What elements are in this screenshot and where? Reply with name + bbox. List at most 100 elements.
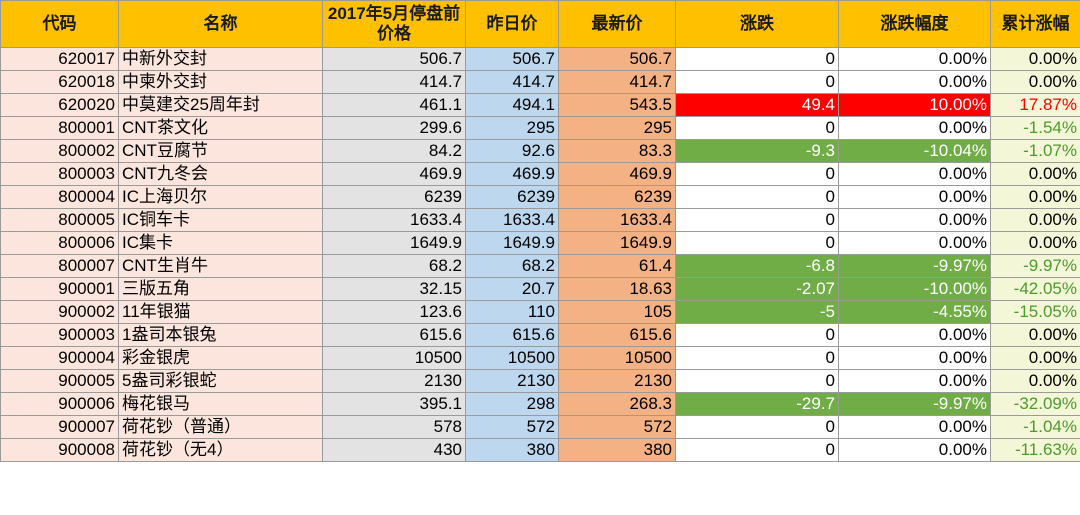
cell-pre-suspension-price[interactable]: 578 xyxy=(322,415,466,439)
cell-name[interactable]: 1盎司本银兔 xyxy=(118,323,323,347)
cell-code[interactable]: 800007 xyxy=(0,254,119,278)
cell-code[interactable]: 900001 xyxy=(0,277,119,301)
cell-pre-suspension-price[interactable]: 414.7 xyxy=(322,70,466,94)
cell-change[interactable]: 0 xyxy=(675,208,839,232)
cell-code[interactable]: 620018 xyxy=(0,70,119,94)
cell-name[interactable]: 彩金银虎 xyxy=(118,346,323,370)
cell-cumulative-change[interactable]: 0.00% xyxy=(990,162,1080,186)
cell-change[interactable]: -9.3 xyxy=(675,139,839,163)
cell-change[interactable]: 0 xyxy=(675,70,839,94)
cell-latest-price[interactable]: 2130 xyxy=(558,369,676,393)
cell-cumulative-change[interactable]: -42.05% xyxy=(990,277,1080,301)
cell-code[interactable]: 800004 xyxy=(0,185,119,209)
cell-latest-price[interactable]: 1633.4 xyxy=(558,208,676,232)
cell-change-percent[interactable]: 0.00% xyxy=(838,116,991,140)
cell-cumulative-change[interactable]: 0.00% xyxy=(990,369,1080,393)
cell-change-percent[interactable]: 0.00% xyxy=(838,415,991,439)
header-change-percent[interactable]: 涨跌幅度 xyxy=(838,0,991,48)
cell-code[interactable]: 900003 xyxy=(0,323,119,347)
cell-pre-suspension-price[interactable]: 299.6 xyxy=(322,116,466,140)
cell-pre-suspension-price[interactable]: 32.15 xyxy=(322,277,466,301)
cell-change-percent[interactable]: -4.55% xyxy=(838,300,991,324)
cell-name[interactable]: 中柬外交封 xyxy=(118,70,323,94)
cell-latest-price[interactable]: 268.3 xyxy=(558,392,676,416)
cell-name[interactable]: CNT生肖牛 xyxy=(118,254,323,278)
cell-yesterday-price[interactable]: 68.2 xyxy=(465,254,559,278)
cell-change-percent[interactable]: 0.00% xyxy=(838,47,991,71)
header-code[interactable]: 代码 xyxy=(0,0,119,48)
cell-cumulative-change[interactable]: -32.09% xyxy=(990,392,1080,416)
cell-cumulative-change[interactable]: 17.87% xyxy=(990,93,1080,117)
cell-cumulative-change[interactable]: -11.63% xyxy=(990,438,1080,462)
cell-pre-suspension-price[interactable]: 84.2 xyxy=(322,139,466,163)
cell-pre-suspension-price[interactable]: 10500 xyxy=(322,346,466,370)
cell-latest-price[interactable]: 414.7 xyxy=(558,70,676,94)
cell-change[interactable]: 0 xyxy=(675,116,839,140)
cell-name[interactable]: 三版五角 xyxy=(118,277,323,301)
cell-yesterday-price[interactable]: 298 xyxy=(465,392,559,416)
cell-pre-suspension-price[interactable]: 1633.4 xyxy=(322,208,466,232)
cell-name[interactable]: 荷花钞（无4） xyxy=(118,438,323,462)
header-pre-suspension-price[interactable]: 2017年5月停盘前价格 xyxy=(322,0,466,48)
cell-yesterday-price[interactable]: 10500 xyxy=(465,346,559,370)
cell-change-percent[interactable]: 0.00% xyxy=(838,231,991,255)
cell-cumulative-change[interactable]: 0.00% xyxy=(990,346,1080,370)
cell-cumulative-change[interactable]: 0.00% xyxy=(990,208,1080,232)
cell-pre-suspension-price[interactable]: 461.1 xyxy=(322,93,466,117)
cell-change[interactable]: -5 xyxy=(675,300,839,324)
cell-change[interactable]: 49.4 xyxy=(675,93,839,117)
cell-change-percent[interactable]: -10.00% xyxy=(838,277,991,301)
cell-yesterday-price[interactable]: 572 xyxy=(465,415,559,439)
cell-code[interactable]: 800002 xyxy=(0,139,119,163)
cell-pre-suspension-price[interactable]: 469.9 xyxy=(322,162,466,186)
cell-change-percent[interactable]: 0.00% xyxy=(838,369,991,393)
cell-code[interactable]: 900002 xyxy=(0,300,119,324)
cell-name[interactable]: CNT茶文化 xyxy=(118,116,323,140)
cell-change-percent[interactable]: 0.00% xyxy=(838,346,991,370)
cell-change-percent[interactable]: 0.00% xyxy=(838,208,991,232)
cell-code[interactable]: 900008 xyxy=(0,438,119,462)
cell-yesterday-price[interactable]: 414.7 xyxy=(465,70,559,94)
cell-change-percent[interactable]: 0.00% xyxy=(838,185,991,209)
cell-code[interactable]: 800001 xyxy=(0,116,119,140)
cell-yesterday-price[interactable]: 6239 xyxy=(465,185,559,209)
cell-cumulative-change[interactable]: 0.00% xyxy=(990,47,1080,71)
cell-pre-suspension-price[interactable]: 123.6 xyxy=(322,300,466,324)
cell-code[interactable]: 900006 xyxy=(0,392,119,416)
cell-change-percent[interactable]: -9.97% xyxy=(838,392,991,416)
cell-change-percent[interactable]: 0.00% xyxy=(838,162,991,186)
cell-change-percent[interactable]: -10.04% xyxy=(838,139,991,163)
cell-name[interactable]: IC铜车卡 xyxy=(118,208,323,232)
cell-latest-price[interactable]: 18.63 xyxy=(558,277,676,301)
cell-name[interactable]: IC上海贝尔 xyxy=(118,185,323,209)
cell-code[interactable]: 800003 xyxy=(0,162,119,186)
cell-change[interactable]: 0 xyxy=(675,323,839,347)
cell-change-percent[interactable]: 10.00% xyxy=(838,93,991,117)
cell-latest-price[interactable]: 469.9 xyxy=(558,162,676,186)
cell-yesterday-price[interactable]: 295 xyxy=(465,116,559,140)
cell-change[interactable]: 0 xyxy=(675,231,839,255)
cell-change-percent[interactable]: 0.00% xyxy=(838,70,991,94)
cell-pre-suspension-price[interactable]: 615.6 xyxy=(322,323,466,347)
cell-name[interactable]: IC集卡 xyxy=(118,231,323,255)
cell-change[interactable]: -2.07 xyxy=(675,277,839,301)
cell-pre-suspension-price[interactable]: 6239 xyxy=(322,185,466,209)
cell-change[interactable]: -29.7 xyxy=(675,392,839,416)
cell-yesterday-price[interactable]: 110 xyxy=(465,300,559,324)
cell-name[interactable]: 5盎司彩银蛇 xyxy=(118,369,323,393)
header-yesterday-price[interactable]: 昨日价 xyxy=(465,0,559,48)
header-name[interactable]: 名称 xyxy=(118,0,323,48)
cell-latest-price[interactable]: 572 xyxy=(558,415,676,439)
cell-latest-price[interactable]: 380 xyxy=(558,438,676,462)
cell-code[interactable]: 620017 xyxy=(0,47,119,71)
cell-name[interactable]: CNT豆腐节 xyxy=(118,139,323,163)
cell-cumulative-change[interactable]: -1.04% xyxy=(990,415,1080,439)
cell-cumulative-change[interactable]: -1.07% xyxy=(990,139,1080,163)
cell-name[interactable]: 中莫建交25周年封 xyxy=(118,93,323,117)
cell-latest-price[interactable]: 1649.9 xyxy=(558,231,676,255)
header-change[interactable]: 涨跌 xyxy=(675,0,839,48)
header-cumulative-change[interactable]: 累计涨幅 xyxy=(990,0,1080,48)
cell-latest-price[interactable]: 6239 xyxy=(558,185,676,209)
cell-code[interactable]: 800005 xyxy=(0,208,119,232)
header-latest-price[interactable]: 最新价 xyxy=(558,0,676,48)
